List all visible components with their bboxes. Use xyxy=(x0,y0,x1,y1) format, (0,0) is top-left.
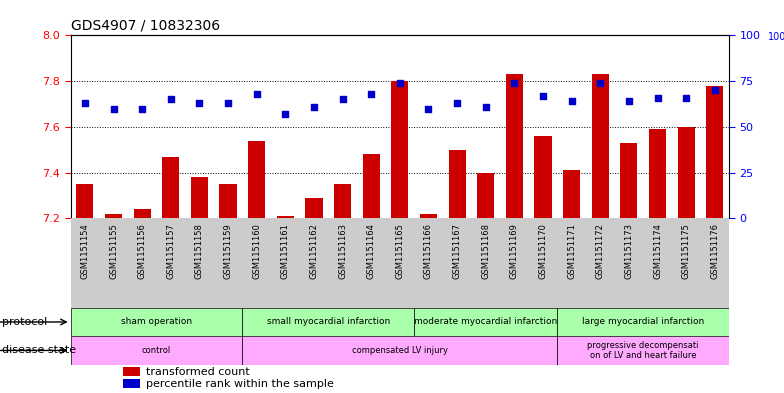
Text: small myocardial infarction: small myocardial infarction xyxy=(267,318,390,327)
Bar xyxy=(649,129,666,219)
Point xyxy=(451,100,463,106)
Text: GSM1151175: GSM1151175 xyxy=(681,223,691,279)
Bar xyxy=(71,308,242,336)
Bar xyxy=(563,170,580,219)
Bar xyxy=(535,136,552,219)
Text: percentile rank within the sample: percentile rank within the sample xyxy=(147,379,334,389)
Text: GSM1151174: GSM1151174 xyxy=(653,223,662,279)
Text: GSM1151158: GSM1151158 xyxy=(195,223,204,279)
Text: control: control xyxy=(142,346,171,355)
Text: GSM1151163: GSM1151163 xyxy=(338,223,347,279)
Bar xyxy=(133,209,151,219)
Point xyxy=(222,100,234,106)
Bar xyxy=(220,184,237,219)
Text: disease state: disease state xyxy=(2,345,76,355)
Text: GSM1151154: GSM1151154 xyxy=(81,223,89,279)
Text: GSM1151166: GSM1151166 xyxy=(424,223,433,279)
Text: GSM1151160: GSM1151160 xyxy=(252,223,261,279)
Text: GSM1151173: GSM1151173 xyxy=(624,223,633,279)
Bar xyxy=(242,308,414,336)
Point xyxy=(107,105,120,112)
Text: transformed count: transformed count xyxy=(147,367,250,376)
Text: GSM1151155: GSM1151155 xyxy=(109,223,118,279)
Bar xyxy=(592,74,609,219)
Title: GDS4907 / 10832306: GDS4907 / 10832306 xyxy=(71,19,220,33)
Text: GSM1151170: GSM1151170 xyxy=(539,223,547,279)
Text: large myocardial infarction: large myocardial infarction xyxy=(582,318,704,327)
Text: GSM1151159: GSM1151159 xyxy=(223,223,233,279)
Point xyxy=(594,80,607,86)
Bar xyxy=(557,308,729,336)
Point xyxy=(165,96,177,103)
Text: GSM1151167: GSM1151167 xyxy=(452,223,462,279)
Text: sham operation: sham operation xyxy=(121,318,192,327)
Point xyxy=(423,105,435,112)
Bar xyxy=(448,150,466,219)
Text: GSM1151157: GSM1151157 xyxy=(166,223,176,279)
Text: GSM1151171: GSM1151171 xyxy=(567,223,576,279)
Point xyxy=(680,94,692,101)
Point xyxy=(279,111,292,117)
Text: compensated LV injury: compensated LV injury xyxy=(352,346,448,355)
Text: protocol: protocol xyxy=(2,317,47,327)
Bar xyxy=(391,81,408,219)
Point xyxy=(537,93,550,99)
Point xyxy=(508,80,521,86)
Point xyxy=(78,100,91,106)
Text: GSM1151176: GSM1151176 xyxy=(710,223,719,279)
Point xyxy=(193,100,205,106)
Y-axis label: 100%: 100% xyxy=(768,32,784,42)
Bar xyxy=(105,214,122,219)
Bar xyxy=(414,308,557,336)
Text: GSM1151172: GSM1151172 xyxy=(596,223,604,279)
Point xyxy=(622,98,635,105)
Bar xyxy=(123,379,140,388)
Bar xyxy=(76,184,93,219)
Bar xyxy=(248,141,265,219)
Bar xyxy=(677,127,695,219)
Text: progressive decompensati
on of LV and heart failure: progressive decompensati on of LV and he… xyxy=(587,341,699,360)
Point xyxy=(709,87,721,94)
Bar xyxy=(363,154,379,219)
Point xyxy=(394,80,406,86)
Point xyxy=(307,104,320,110)
Bar xyxy=(305,198,322,219)
Text: moderate myocardial infarction: moderate myocardial infarction xyxy=(414,318,557,327)
Point xyxy=(365,91,377,97)
Point xyxy=(250,91,263,97)
Bar xyxy=(334,184,351,219)
Bar xyxy=(420,214,437,219)
Point xyxy=(480,104,492,110)
Bar xyxy=(557,336,729,365)
Bar xyxy=(162,156,180,219)
Bar xyxy=(191,177,208,219)
Text: GSM1151156: GSM1151156 xyxy=(138,223,147,279)
Bar xyxy=(477,173,495,219)
Bar xyxy=(71,336,242,365)
Bar xyxy=(706,86,724,219)
Text: GSM1151168: GSM1151168 xyxy=(481,223,490,279)
Text: GSM1151161: GSM1151161 xyxy=(281,223,290,279)
Point xyxy=(652,94,664,101)
Text: GSM1151165: GSM1151165 xyxy=(395,223,405,279)
Point xyxy=(336,96,349,103)
Text: GSM1151169: GSM1151169 xyxy=(510,223,519,279)
Bar xyxy=(123,367,140,376)
Text: GSM1151162: GSM1151162 xyxy=(310,223,318,279)
Bar xyxy=(620,143,637,219)
Text: GSM1151164: GSM1151164 xyxy=(367,223,376,279)
Bar xyxy=(277,216,294,219)
Point xyxy=(565,98,578,105)
Point xyxy=(136,105,148,112)
Bar xyxy=(242,336,557,365)
Bar xyxy=(506,74,523,219)
